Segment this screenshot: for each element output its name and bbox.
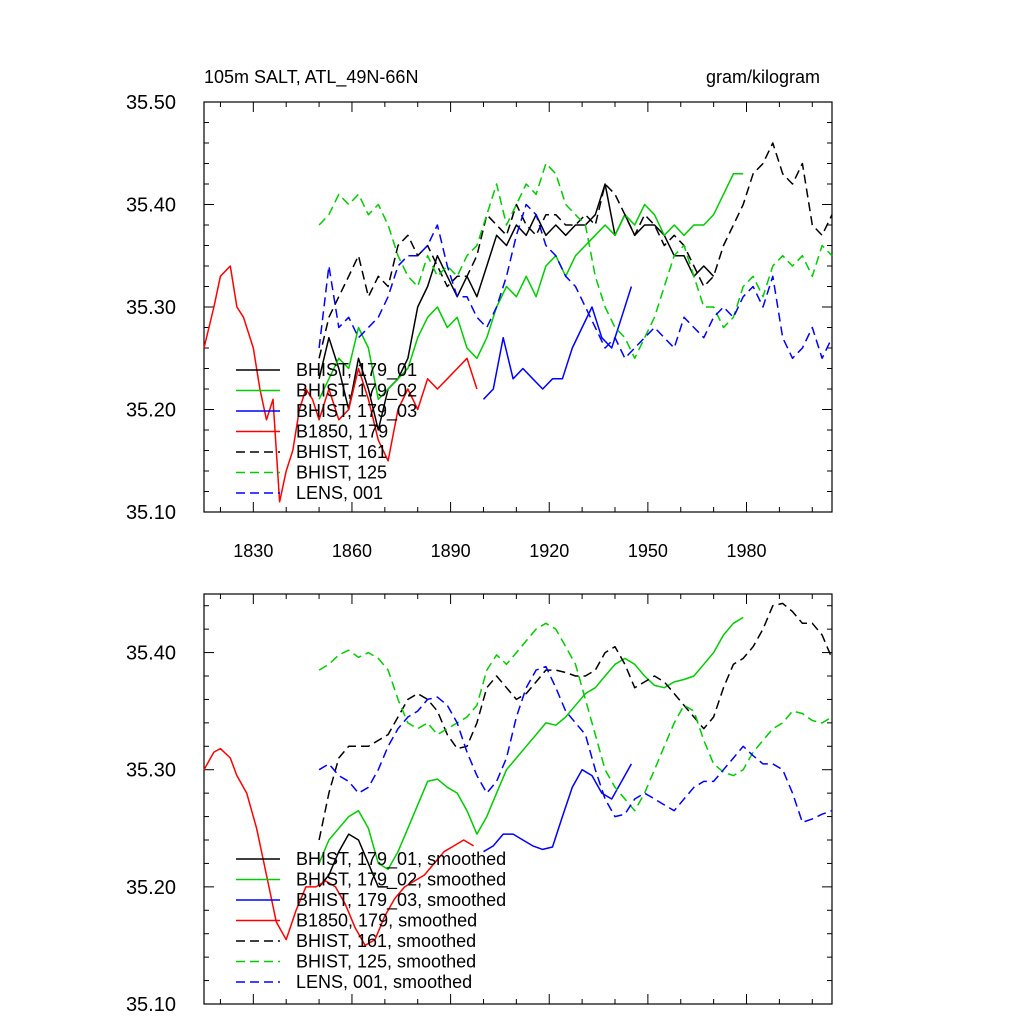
legend-label-bhist-179-01-smoothed: BHIST, 179_01, smoothed	[296, 849, 506, 870]
legend-label-bhist-179-02-smoothed: BHIST, 179_02, smoothed	[296, 870, 506, 891]
y-tick-label: 35.40	[126, 643, 176, 665]
series-line-bhist-161-smoothed	[318, 602, 833, 841]
series-line-lens-001-smoothed	[318, 665, 833, 824]
x-tick-label: 1950	[628, 541, 668, 561]
legend-label-bhist-179-01: BHIST, 179_01	[296, 360, 417, 381]
series-line-bhist-161	[318, 142, 833, 359]
x-tick-label: 1920	[529, 541, 569, 561]
legend-label-bhist-179-02: BHIST, 179_02	[296, 381, 417, 402]
y-tick-label: 35.30	[126, 297, 176, 319]
plot-frame	[203, 593, 833, 1005]
series-line-bhist-179-02-smoothed	[318, 616, 744, 871]
y-tick-label: 35.10	[126, 994, 176, 1016]
series-line-bhist-179-01-smoothed	[318, 833, 389, 888]
top-panel: 1830 1860 1890 1920 1950 1980 35.10 35.20 35.30 3…	[126, 92, 833, 561]
legend-label-bhist-125: BHIST, 125	[296, 463, 387, 483]
legend-label-b1850-179: B1850, 179	[296, 422, 388, 442]
series-line-bhist-125-smoothed	[318, 622, 833, 812]
y-tick-label: 35.40	[126, 195, 176, 217]
y-tick-label: 35.20	[126, 400, 176, 422]
legend-label-bhist-125-smoothed: BHIST, 125, smoothed	[296, 952, 476, 972]
bottom-panel: 35.10 35.20 35.30 35.40 BHIST, 179_01, smoot…	[126, 593, 833, 1016]
series-line-bhist-125	[318, 162, 833, 360]
legend-label-bhist-179-03: BHIST, 179_03	[296, 401, 417, 422]
series-line-b1850-179-smoothed	[203, 747, 474, 947]
x-tick-label: 1890	[431, 541, 471, 561]
series-line-bhist-179-03-smoothed	[483, 763, 633, 853]
series-line-bhist-179-02	[318, 173, 744, 401]
y-tick-label: 35.20	[126, 877, 176, 899]
x-tick-label: 1860	[332, 541, 372, 561]
x-tick-label: 1980	[726, 541, 766, 561]
series-line-bhist-179-03	[482, 286, 633, 400]
legend-label-lens-001: LENS, 001	[296, 483, 383, 503]
series-line-lens-001	[318, 203, 833, 360]
series-line-bhist-179-01	[318, 183, 715, 431]
legend-label-bhist-179-03-smoothed: BHIST, 179_03, smoothed	[296, 890, 506, 911]
series-line-b1850-179	[203, 265, 478, 503]
x-tick-label: 1830	[233, 541, 273, 561]
chart-units: gram/kilogram	[706, 67, 820, 87]
legend-label-bhist-161-smoothed: BHIST, 161, smoothed	[296, 931, 476, 951]
y-tick-label: 35.10	[126, 502, 176, 524]
legend-label-lens-001-smoothed: LENS, 001, smoothed	[296, 972, 472, 992]
y-tick-label: 35.50	[126, 92, 176, 114]
chart-title: 105m SALT, ATL_49N-66N	[204, 67, 418, 88]
legend-label-b1850-179-smoothed: B1850, 179, smoothed	[296, 911, 477, 931]
y-tick-label: 35.30	[126, 760, 176, 782]
legend-label-bhist-161: BHIST, 161	[296, 442, 387, 462]
